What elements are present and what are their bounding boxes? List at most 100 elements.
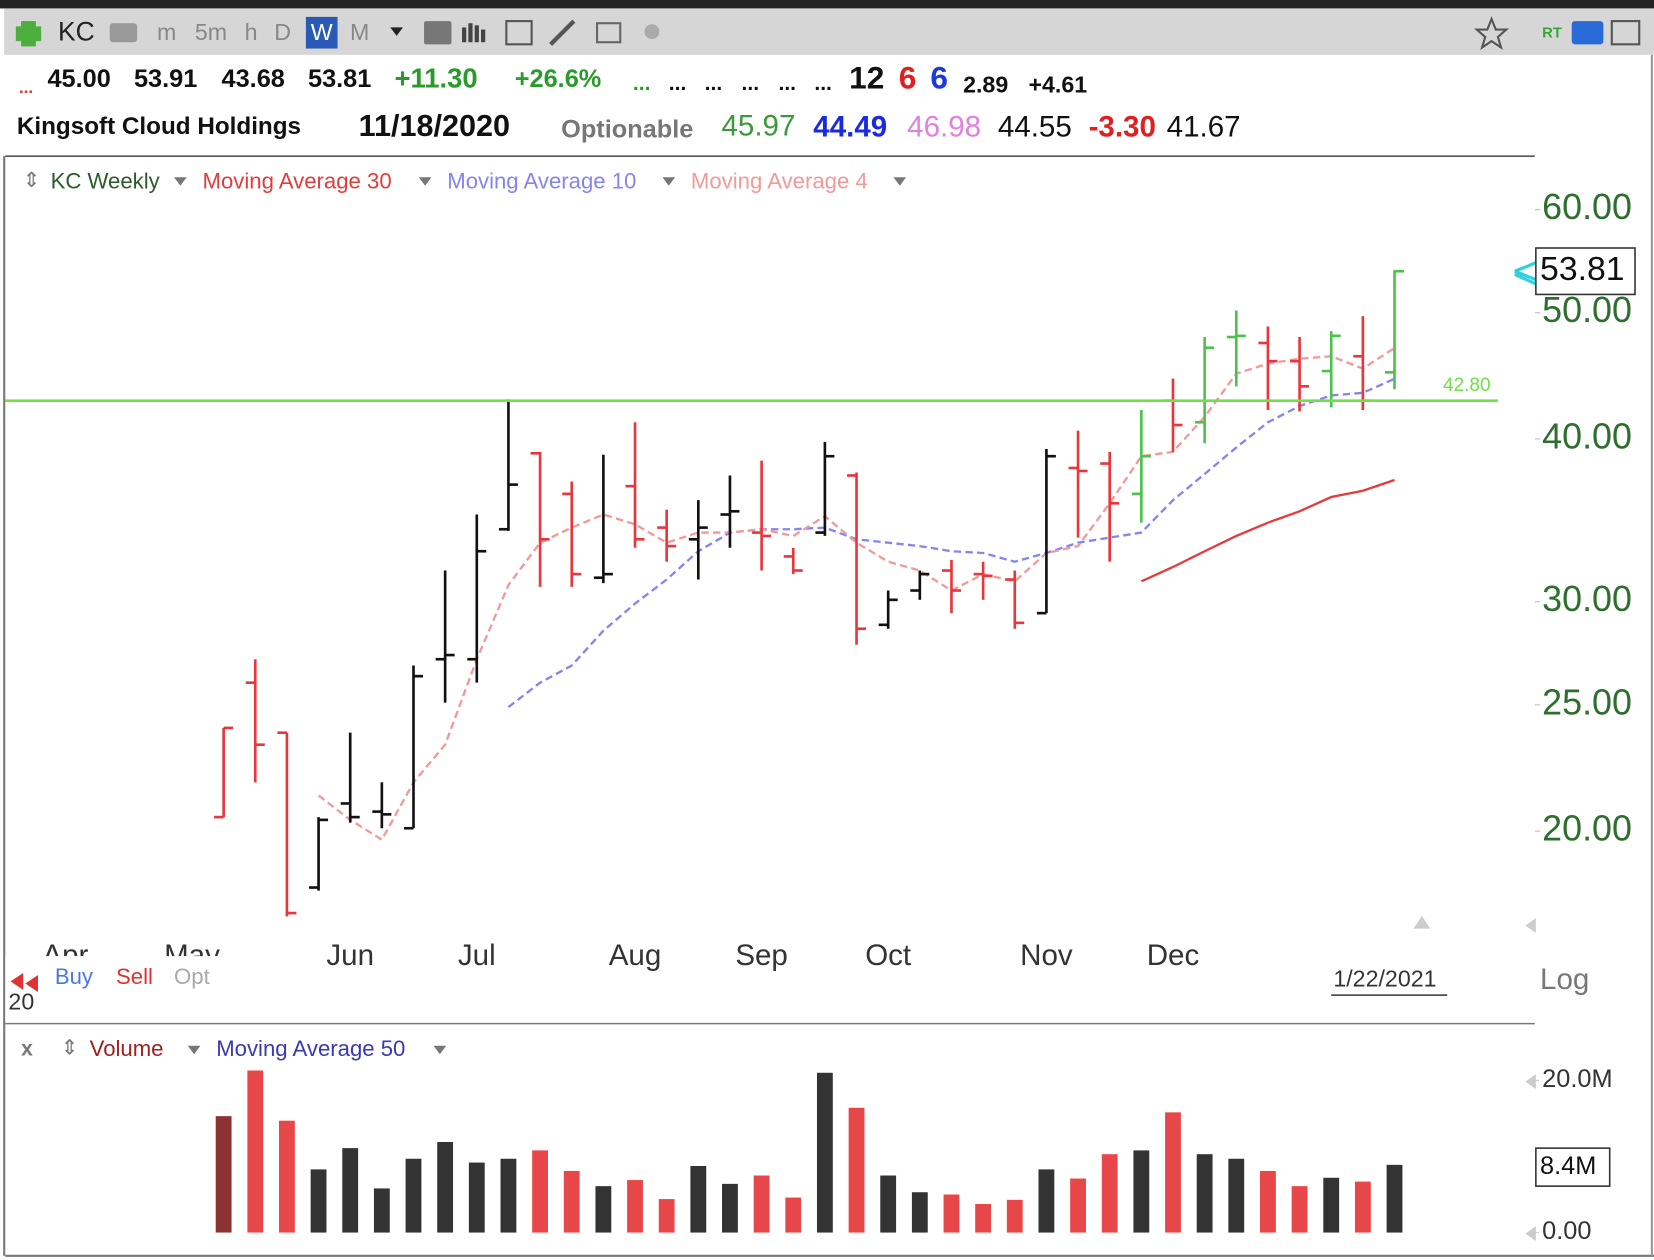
quote-field: ... (778, 72, 796, 95)
interval-button[interactable]: h (245, 19, 258, 45)
last-price-label: 53.81 (1540, 250, 1624, 288)
volume-bar (975, 1204, 992, 1233)
tool-icon[interactable] (595, 22, 622, 44)
label: +4.61 (1028, 72, 1087, 98)
label: 11/18/2020 (359, 109, 510, 143)
volume-bar (722, 1183, 738, 1233)
label: 1/22/2021 (1333, 965, 1436, 991)
ma-value-label: 8.4M (1540, 1152, 1596, 1180)
add-icon[interactable] (15, 21, 42, 47)
dropdown-arrow[interactable] (418, 177, 432, 186)
legend-entry: Moving Average 30 (203, 168, 392, 193)
dropdown-arrow[interactable] (187, 1045, 201, 1055)
label: 12 (849, 60, 884, 96)
volume-bar (1228, 1158, 1245, 1233)
bars-icon[interactable] (462, 23, 486, 43)
label: 44.55 (998, 111, 1072, 144)
tool-icon[interactable] (644, 24, 660, 40)
volume-bar (753, 1175, 770, 1233)
tool-icon[interactable] (109, 23, 138, 43)
y-tick-label: 50.00 (1542, 290, 1632, 330)
label: 53.91 (134, 65, 197, 93)
volume-bar (405, 1158, 422, 1233)
y-tick-label: 40.00 (1542, 416, 1632, 456)
drag-handle[interactable]: ⇕ (23, 169, 41, 192)
dropdown-arrow[interactable] (174, 177, 187, 186)
label: 45.97 (722, 109, 796, 142)
volume-bar (279, 1120, 295, 1233)
price-pointer (1514, 261, 1537, 286)
label: 45.00 (47, 65, 110, 93)
symbol: KC (58, 17, 95, 47)
star-icon[interactable] (1473, 16, 1510, 50)
volume-bar (658, 1199, 675, 1233)
pencil-icon[interactable] (549, 19, 576, 46)
label: Volume (90, 1036, 164, 1061)
y-tick-label: 20.0M (1542, 1065, 1612, 1093)
dropdown-arrow[interactable] (893, 177, 907, 186)
volume-bar (1070, 1178, 1086, 1233)
label: 6 (930, 60, 948, 96)
last-price-box (1535, 247, 1636, 296)
volume-bar (1354, 1181, 1371, 1233)
y-tick-label: 25.00 (1542, 682, 1632, 722)
scroll-arrow[interactable] (1525, 1074, 1536, 1090)
label: 53.81 (308, 65, 371, 93)
x-tick-label: Sep (735, 939, 788, 972)
label: Sell (116, 964, 153, 989)
scroll-arrow[interactable] (1525, 918, 1536, 933)
interval-button[interactable]: W (311, 19, 333, 45)
volume-bar (1196, 1154, 1213, 1233)
interval-button[interactable]: M (350, 19, 369, 45)
interval-button[interactable]: m (157, 19, 176, 45)
volume-bar (500, 1158, 517, 1233)
label-cover (5, 956, 259, 1022)
volume-bar (1165, 1112, 1181, 1233)
scroll-arrow[interactable] (1413, 915, 1431, 929)
tool-icon[interactable] (424, 21, 452, 45)
quote-field: ... (669, 72, 687, 95)
volume-bar (627, 1180, 643, 1233)
label: ... (19, 78, 33, 97)
price-plot (214, 269, 1405, 917)
volume-bar (1260, 1170, 1276, 1233)
dropdown-arrow[interactable] (390, 27, 403, 36)
quote-field: ... (742, 72, 760, 95)
volume-bar (532, 1150, 548, 1233)
volume-bar (785, 1197, 802, 1233)
trade-icon (10, 972, 38, 992)
quote-field: ... (814, 72, 832, 95)
interval-button[interactable]: 5m (195, 19, 227, 45)
table-icon[interactable] (505, 20, 533, 46)
volume-bar (215, 1116, 232, 1233)
x-tick-label: Oct (865, 939, 911, 972)
scroll-arrow[interactable] (1525, 1226, 1536, 1242)
legend-entry: Moving Average 4 (691, 168, 868, 193)
dropdown-arrow[interactable] (433, 1045, 447, 1055)
interval-button[interactable]: D (274, 19, 291, 45)
y-tick-label: 20.00 (1542, 809, 1632, 849)
ma-box (1535, 1147, 1611, 1187)
volume-bar (816, 1072, 833, 1233)
volume-bar (911, 1192, 928, 1233)
s-icon[interactable] (1571, 21, 1604, 45)
label: -3.30 (1089, 111, 1156, 144)
dropdown-arrow[interactable] (662, 177, 676, 186)
label: Kingsoft Cloud Holdings (17, 113, 301, 140)
active-interval-bg (305, 16, 338, 49)
label: Optionable (561, 116, 693, 144)
volume-bar (1133, 1150, 1150, 1233)
y-tick-label: 30.00 (1542, 579, 1632, 619)
volume-bar (342, 1148, 359, 1233)
volume-bar (1038, 1169, 1055, 1233)
drag-handle[interactable]: ⇕ (61, 1037, 79, 1060)
x-tick-label: Jun (326, 939, 374, 972)
volume-bar (1291, 1186, 1308, 1233)
volume-bar (373, 1188, 390, 1233)
quote-field: ... (633, 72, 651, 95)
save-icon[interactable] (1610, 20, 1641, 46)
moving-average-line (1140, 478, 1395, 583)
